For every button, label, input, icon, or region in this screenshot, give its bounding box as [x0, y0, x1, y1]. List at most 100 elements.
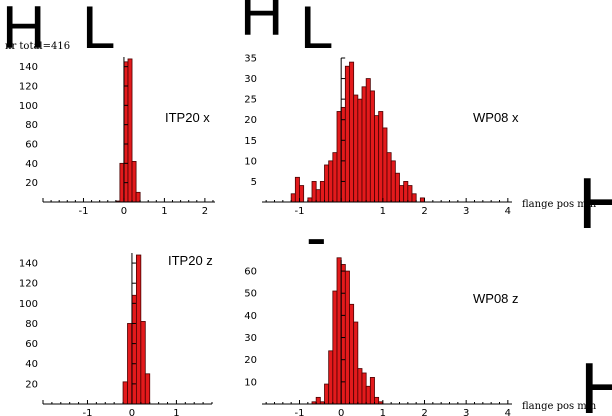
histogram-bar — [378, 111, 384, 203]
series-annotation: ITP20 z — [168, 253, 213, 268]
histogram-bar — [315, 189, 321, 203]
histogram-bar — [294, 176, 300, 203]
y-tick-label: 30 — [244, 333, 257, 344]
series-annotation: WP08 x — [473, 110, 519, 125]
y-tick-label: 120 — [19, 279, 38, 290]
y-tick-label: 35 — [244, 54, 257, 65]
histogram-bar — [386, 152, 392, 203]
histogram-bar — [344, 65, 350, 203]
x-tick-label: -1 — [78, 206, 88, 217]
glyph-h-right-lower: H — [580, 349, 612, 416]
histogram-bar — [394, 172, 400, 203]
histogram-bar — [357, 368, 363, 405]
series-annotation: WP08 z — [473, 291, 519, 306]
x-tick-label: 1 — [173, 408, 179, 416]
y-tick-label: 20 — [244, 115, 257, 126]
histogram-bar — [119, 162, 125, 203]
histogram-bar — [353, 94, 359, 203]
histogram-bar — [324, 164, 330, 203]
histogram-bar — [349, 303, 355, 405]
histogram-bar — [328, 350, 334, 405]
y-tick-label: 120 — [19, 82, 38, 93]
x-tick-label: 1 — [380, 206, 386, 217]
glyph-l-top-middle: L — [300, 0, 333, 61]
y-tick-label: 60 — [244, 267, 257, 278]
histogram-bar — [403, 181, 409, 203]
histogram-bar — [299, 185, 305, 203]
x-axis-label-top: flange pos mm — [522, 199, 597, 210]
total-count-note: nr total=416 — [5, 41, 70, 52]
x-tick-label: 3 — [463, 206, 469, 217]
histogram-bar — [361, 372, 367, 405]
y-tick-label: 100 — [19, 101, 38, 112]
y-tick-label: 25 — [244, 95, 257, 106]
glyph-h-right-upper: H — [578, 164, 612, 244]
x-tick-label: 2 — [421, 206, 427, 217]
histogram-bar — [135, 191, 141, 203]
histogram-bar — [332, 290, 338, 405]
x-tick-label: 0 — [129, 408, 135, 416]
x-tick-label: -1 — [295, 408, 305, 416]
y-tick-label: 20 — [25, 379, 38, 390]
histogram-bar — [311, 181, 317, 203]
histogram-bar — [411, 193, 417, 203]
y-tick-label: 40 — [25, 359, 38, 370]
x-axis-label-bottom: flange pos mm — [522, 401, 597, 412]
y-tick-label: 10 — [244, 377, 257, 388]
series-annotation: ITP20 x — [165, 110, 210, 125]
histogram-bar — [131, 160, 137, 203]
histogram-bar — [123, 61, 129, 203]
histogram-bar — [131, 294, 137, 405]
histogram-bar — [290, 193, 296, 203]
histogram-bar — [374, 396, 380, 405]
histogram-bar — [135, 254, 142, 405]
y-tick-label: 100 — [19, 299, 38, 310]
y-tick-label: 10 — [244, 156, 257, 167]
y-tick-label: 5 — [251, 177, 257, 188]
x-tick-label: 4 — [505, 206, 511, 217]
y-tick-label: 140 — [19, 62, 38, 73]
histogram-bar — [315, 396, 321, 405]
histogram-bar — [127, 58, 133, 203]
glyph-h-top-middle: H — [240, 0, 283, 48]
histogram-bar — [365, 385, 371, 405]
histogram-bar — [127, 323, 133, 405]
x-tick-label: 3 — [463, 408, 469, 416]
glyph-dash-middle: - — [306, 203, 327, 272]
x-tick-label: 2 — [421, 408, 427, 416]
x-tick-label: 0 — [338, 408, 344, 416]
glyph-h-top-left: H — [2, 0, 45, 61]
y-tick-label: 20 — [244, 355, 257, 366]
y-tick-label: 80 — [25, 319, 38, 330]
histogram-bar — [369, 377, 375, 405]
histogram-bar — [374, 115, 380, 203]
x-tick-label: 1 — [161, 206, 167, 217]
histogram-bar — [390, 160, 396, 203]
x-tick-label: 4 — [505, 408, 511, 416]
panel-wp08-z: -1 0 1 2 3 4 10 20 30 40 50 60 WP08 z — [244, 257, 519, 416]
x-tick-label: 0 — [121, 206, 127, 217]
y-tick-label: 140 — [19, 259, 38, 270]
histogram-bar — [328, 160, 334, 203]
histogram-bar — [324, 383, 330, 405]
y-tick-label: 80 — [25, 120, 38, 131]
x-tick-label: 2 — [202, 206, 208, 217]
histogram-bar — [349, 61, 355, 203]
histogram-bar — [122, 381, 128, 405]
histogram-bar — [357, 98, 363, 203]
y-tick-label: 40 — [25, 159, 38, 170]
y-tick-label: 50 — [244, 289, 257, 300]
panel-itp20-x: -1 0 1 2 20 40 60 80 100 120 140 ITP20 x — [19, 57, 215, 217]
histogram-bar — [344, 270, 350, 405]
histogram-bar — [307, 197, 313, 203]
histogram-bar — [336, 111, 342, 203]
histogram-bar — [365, 78, 371, 203]
histogram-bar — [369, 90, 375, 203]
y-tick-label: 30 — [244, 74, 257, 85]
histogram-bar — [353, 321, 359, 405]
histogram-bar — [407, 185, 413, 203]
y-tick-label: 40 — [244, 311, 257, 322]
histogram-bar — [144, 373, 151, 405]
